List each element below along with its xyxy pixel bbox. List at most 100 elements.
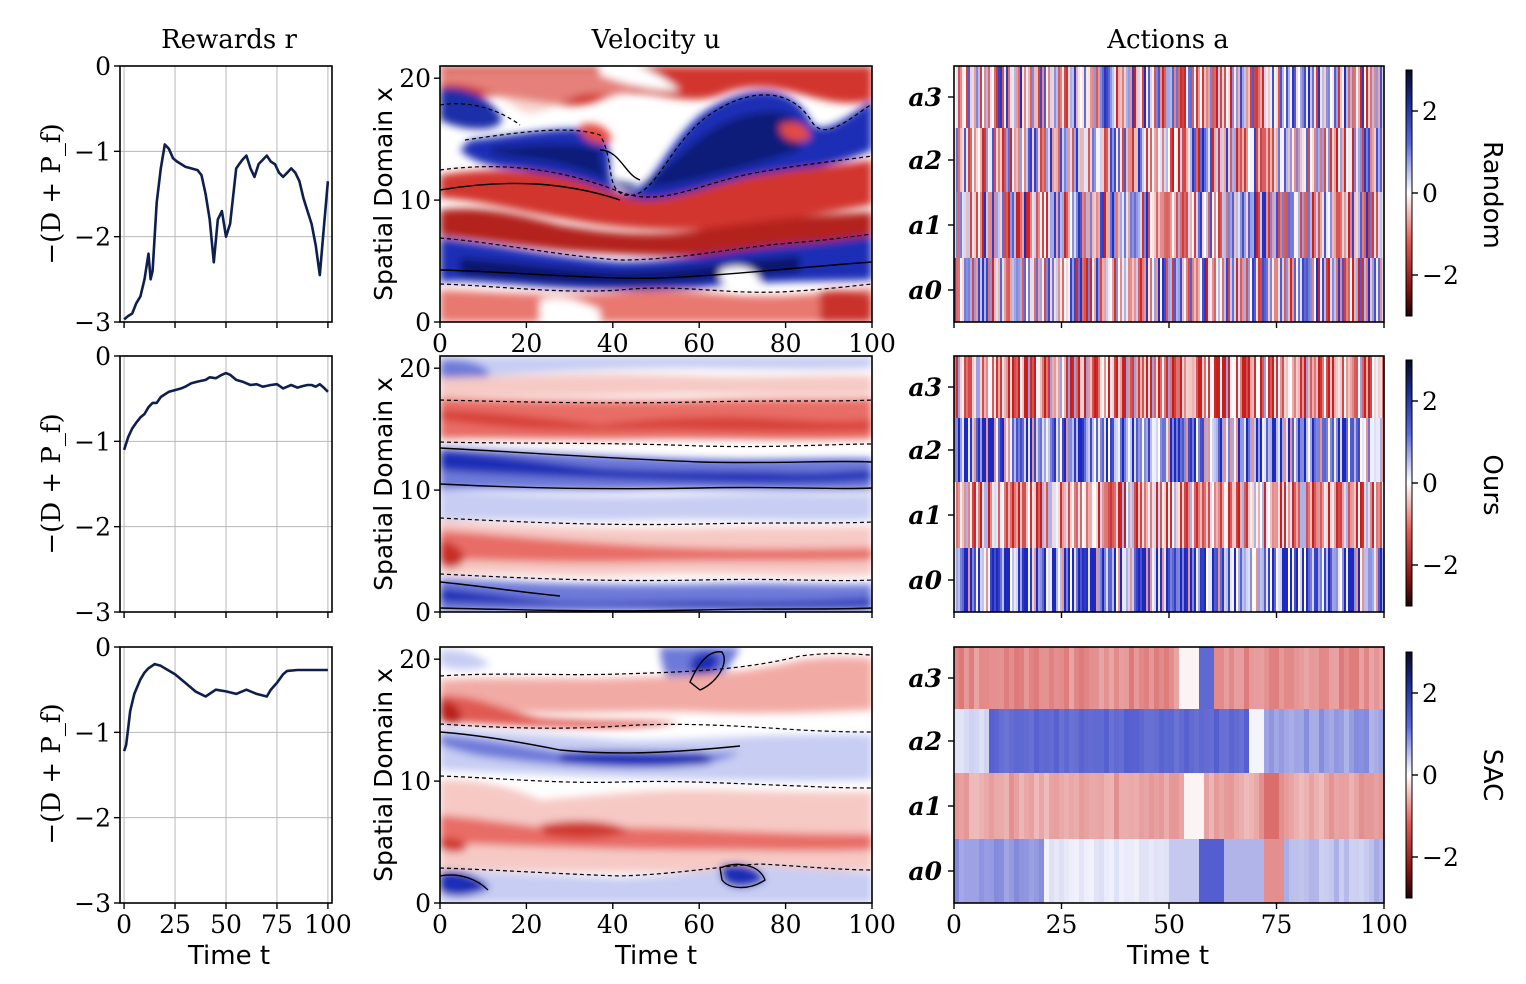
action-stripe bbox=[1062, 192, 1065, 258]
action-stripe bbox=[1186, 128, 1189, 192]
action-stripe bbox=[1108, 128, 1111, 192]
action-stripe bbox=[968, 258, 971, 322]
action-stripe bbox=[1378, 258, 1381, 322]
action-stripe bbox=[1280, 66, 1283, 128]
action-stripe bbox=[1122, 66, 1125, 128]
action-stripe bbox=[1254, 356, 1257, 418]
action-stripe bbox=[994, 192, 997, 258]
action-stripe bbox=[1044, 709, 1050, 773]
action-stripe bbox=[1114, 647, 1120, 709]
action-stripe bbox=[1219, 839, 1225, 903]
action-stripe bbox=[1149, 647, 1155, 709]
action-stripe bbox=[1336, 418, 1339, 482]
action-stripe bbox=[1184, 482, 1187, 548]
action-stripe bbox=[1132, 66, 1135, 128]
action-stripe bbox=[979, 647, 985, 709]
action-stripe bbox=[1230, 418, 1233, 482]
action-stripe bbox=[1022, 128, 1025, 192]
action-stripe bbox=[1370, 128, 1373, 192]
action-stripe bbox=[1336, 356, 1339, 418]
action-stripe bbox=[1148, 356, 1151, 418]
action-stripe bbox=[1362, 128, 1365, 192]
action-stripe bbox=[1108, 548, 1111, 612]
action-stripe bbox=[959, 647, 965, 709]
action-stripe bbox=[1372, 548, 1375, 612]
colorbar-tick-label: 0 bbox=[1422, 761, 1438, 790]
axes-frame bbox=[119, 65, 333, 323]
action-stripe bbox=[1102, 192, 1105, 258]
action-stripe bbox=[1299, 839, 1305, 903]
action-stripe bbox=[1180, 548, 1183, 612]
action-stripe bbox=[1252, 356, 1255, 418]
action-stripe bbox=[1110, 418, 1113, 482]
action-stripe bbox=[1374, 128, 1377, 192]
action-stripe bbox=[1086, 258, 1089, 322]
action-stripe bbox=[1058, 66, 1061, 128]
action-stripe bbox=[1250, 66, 1253, 128]
action-stripe bbox=[1082, 548, 1085, 612]
action-stripe bbox=[1160, 192, 1163, 258]
action-stripe bbox=[1324, 192, 1327, 258]
action-stripe bbox=[1266, 128, 1269, 192]
action-stripe bbox=[1028, 128, 1031, 192]
action-stripe bbox=[1010, 548, 1013, 612]
action-stripe bbox=[1360, 356, 1363, 418]
action-stripe bbox=[1346, 192, 1349, 258]
action-stripe bbox=[1252, 482, 1255, 548]
action-stripe bbox=[990, 258, 993, 322]
action-stripe bbox=[1070, 418, 1073, 482]
action-stripe bbox=[969, 709, 975, 773]
action-stripe bbox=[1272, 356, 1275, 418]
action-stripe bbox=[958, 128, 961, 192]
action-stripe bbox=[1060, 66, 1063, 128]
action-stripe bbox=[1192, 66, 1195, 128]
action-stripe bbox=[1358, 192, 1361, 258]
action-stripe bbox=[1139, 773, 1145, 839]
row-label-random: Random bbox=[1477, 141, 1507, 249]
action-stripe bbox=[1226, 418, 1229, 482]
action-stripe bbox=[1312, 66, 1315, 128]
action-stripe bbox=[1188, 482, 1191, 548]
action-stripe bbox=[1142, 482, 1145, 548]
action-stripe bbox=[1129, 647, 1135, 709]
action-stripe bbox=[1168, 356, 1171, 418]
action-stripe bbox=[1244, 839, 1250, 903]
action-stripe bbox=[1262, 418, 1265, 482]
action-stripe bbox=[1229, 773, 1235, 839]
action-stripe bbox=[1194, 418, 1197, 482]
action-stripe bbox=[1038, 548, 1041, 612]
action-stripe bbox=[994, 66, 997, 128]
action-stripe bbox=[1012, 418, 1015, 482]
action-stripe bbox=[1178, 192, 1181, 258]
action-stripe bbox=[990, 66, 993, 128]
action-stripe bbox=[1134, 773, 1140, 839]
action-stripe bbox=[1109, 773, 1115, 839]
action-stripe bbox=[1288, 356, 1291, 418]
action-stripe bbox=[1190, 128, 1193, 192]
action-stripe bbox=[1354, 356, 1357, 418]
action-stripe bbox=[1152, 482, 1155, 548]
action-stripe bbox=[1060, 356, 1063, 418]
action-stripe bbox=[989, 647, 995, 709]
action-stripe bbox=[994, 128, 997, 192]
action-stripe bbox=[1030, 418, 1033, 482]
action-stripe bbox=[1066, 548, 1069, 612]
action-stripe bbox=[1014, 839, 1020, 903]
action-stripe bbox=[1178, 66, 1181, 128]
action-stripe bbox=[1310, 128, 1313, 192]
action-stripe bbox=[1076, 258, 1079, 322]
action-stripe bbox=[1142, 258, 1145, 322]
action-stripe bbox=[1206, 128, 1209, 192]
action-stripe bbox=[986, 128, 989, 192]
action-stripe bbox=[1339, 647, 1345, 709]
action-stripe bbox=[1264, 258, 1267, 322]
action-stripe bbox=[1144, 482, 1147, 548]
action-stripe bbox=[1284, 128, 1287, 192]
action-stripe bbox=[1112, 418, 1115, 482]
action-stripe bbox=[1142, 192, 1145, 258]
action-stripe bbox=[1018, 548, 1021, 612]
action-stripe bbox=[1202, 192, 1205, 258]
action-stripe bbox=[1318, 258, 1321, 322]
action-stripe bbox=[1130, 192, 1133, 258]
action-stripe bbox=[1289, 647, 1295, 709]
